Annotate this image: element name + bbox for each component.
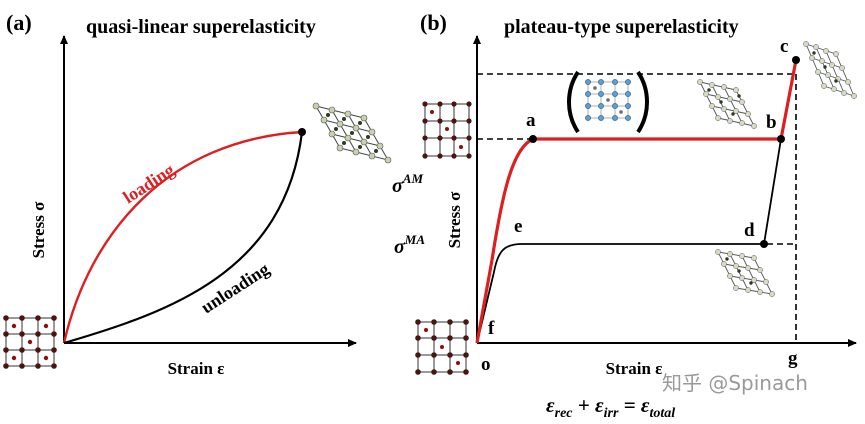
panel-b-y-axis-label: Stress σ: [445, 191, 464, 248]
sigma-am-label: σAM: [392, 171, 423, 197]
unloading-curve: [63, 131, 304, 345]
panel-a-title: quasi-linear superelasticity: [86, 16, 316, 38]
point-c-label: c: [780, 36, 788, 57]
point-d: [760, 240, 768, 248]
panel-a-peak-point: [298, 128, 306, 136]
panel-a-x-axis-label: Strain ε: [168, 359, 225, 378]
austenite-lattice-upper-icon: [422, 101, 472, 159]
martensite-lattice-b-icon: [697, 79, 757, 129]
point-f-label: f: [488, 318, 495, 339]
panel-b: (b) plateau-type superelasticity Stress …: [392, 10, 857, 421]
panel-a: (a) quasi-linear superelasticity Stress …: [3, 10, 392, 378]
loading-curve: [62, 130, 303, 344]
point-g-label: g: [788, 348, 798, 369]
panel-b-x-axis-label: Strain ε: [606, 359, 663, 378]
point-o-label: o: [481, 354, 491, 375]
guide-lines: [477, 73, 797, 343]
austenite-lattice-icon: [3, 315, 57, 369]
point-a-label: a: [526, 110, 536, 131]
martensite-lattice-d-icon: [715, 249, 775, 297]
point-b: [777, 135, 785, 143]
unloading-path: [476, 59, 797, 344]
intermediate-lattice-icon: [567, 70, 649, 134]
sigma-ma-label: σMA: [394, 232, 425, 258]
austenite-lattice-origin-icon: [415, 319, 469, 375]
loading-label: loading: [119, 160, 178, 208]
point-e-label: e: [514, 216, 522, 237]
panel-b-title: plateau-type superelasticity: [504, 16, 739, 38]
point-c: [792, 56, 800, 64]
loading-path: [475, 59, 798, 344]
panel-b-label: (b): [420, 10, 447, 35]
panel-a-label: (a): [6, 10, 32, 35]
point-d-label: d: [744, 220, 755, 241]
point-a: [529, 135, 537, 143]
strain-equation: εrec + εirr = εtotal: [546, 393, 675, 421]
panel-a-y-axis-label: Stress σ: [29, 201, 48, 258]
watermark: 知乎 @Spinach: [662, 371, 808, 395]
point-b-label: b: [766, 112, 777, 133]
unloading-label: unloading: [197, 259, 273, 318]
martensite-lattice-icon: [312, 102, 392, 164]
martensite-lattice-c-icon: [803, 41, 857, 99]
